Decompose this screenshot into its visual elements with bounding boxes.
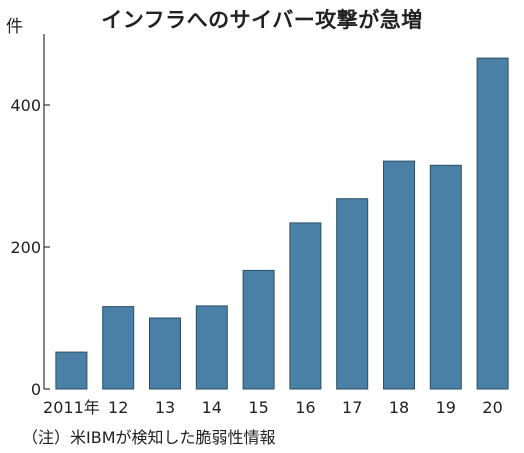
bar — [383, 160, 415, 390]
x-tick-label: 18 — [389, 398, 409, 417]
bar — [289, 222, 322, 390]
x-tick-label: 12 — [108, 398, 128, 417]
x-tick-label: 14 — [202, 398, 222, 417]
bar — [102, 306, 135, 390]
x-tick-label: 19 — [436, 398, 456, 417]
bar — [149, 317, 181, 390]
x-tick-label: 2011年 — [43, 398, 100, 417]
bar — [429, 164, 462, 390]
bar — [195, 305, 228, 390]
bar — [242, 269, 275, 390]
y-tick-label: 400 — [10, 96, 41, 115]
y-tick-label: 200 — [10, 238, 41, 257]
y-tick-label: 0 — [31, 380, 41, 399]
bar — [476, 57, 509, 390]
x-tick-label: 13 — [155, 398, 175, 417]
x-tick-label: 15 — [248, 398, 268, 417]
source-note: （注）米IBMが検知した脆弱性情報 — [22, 428, 276, 447]
x-tick-label: 16 — [295, 398, 315, 417]
y-axis-unit: 件 — [6, 17, 23, 37]
bar — [336, 198, 369, 390]
x-tick-label: 17 — [342, 398, 362, 417]
x-tick-label: 20 — [482, 398, 502, 417]
bar — [55, 351, 88, 390]
chart-title: インフラへのサイバー攻撃が急増 — [101, 8, 423, 32]
